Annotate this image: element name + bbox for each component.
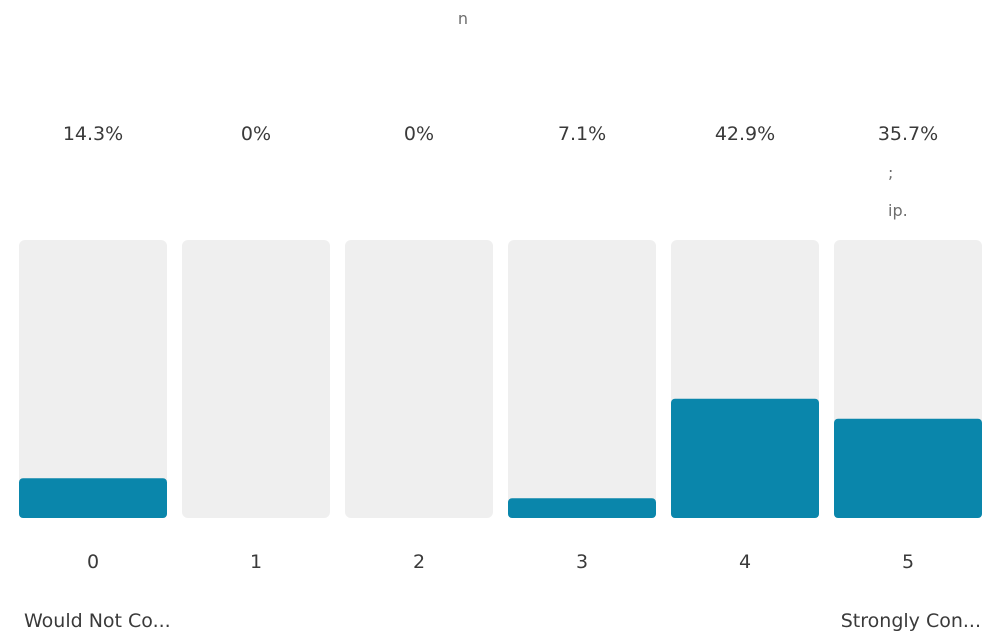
bar-5[interactable]: [834, 418, 982, 518]
bars-group: 14.3% 0 0% 1 0% 2 7.1% 3 42.9% 4 35.7% 5: [19, 123, 982, 573]
bar-0[interactable]: [19, 478, 167, 518]
category-label-3: 3: [576, 551, 588, 573]
category-label-4: 4: [739, 551, 751, 573]
category-label-2: 2: [413, 551, 425, 573]
scale-label-left: Would Not Co...: [24, 610, 171, 632]
value-label-0: 14.3%: [63, 123, 123, 145]
overlay-fragment-2: ip.: [888, 201, 908, 220]
bar-track-2: [345, 240, 493, 518]
value-label-4: 42.9%: [715, 123, 775, 145]
header-fragment: n: [458, 9, 468, 28]
bar-track-3: [508, 240, 656, 518]
category-label-0: 0: [87, 551, 99, 573]
scale-label-right: Strongly Con...: [840, 610, 981, 632]
category-label-5: 5: [902, 551, 914, 573]
bar-track-1: [182, 240, 330, 518]
bar-4[interactable]: [671, 398, 819, 518]
bar-3[interactable]: [508, 498, 656, 518]
category-label-1: 1: [250, 551, 262, 573]
bar-track-0: [19, 240, 167, 518]
overlay-fragment-1: ;: [888, 163, 893, 182]
value-label-1: 0%: [241, 123, 271, 145]
value-label-3: 7.1%: [558, 123, 606, 145]
value-label-2: 0%: [404, 123, 434, 145]
value-label-5: 35.7%: [878, 123, 938, 145]
